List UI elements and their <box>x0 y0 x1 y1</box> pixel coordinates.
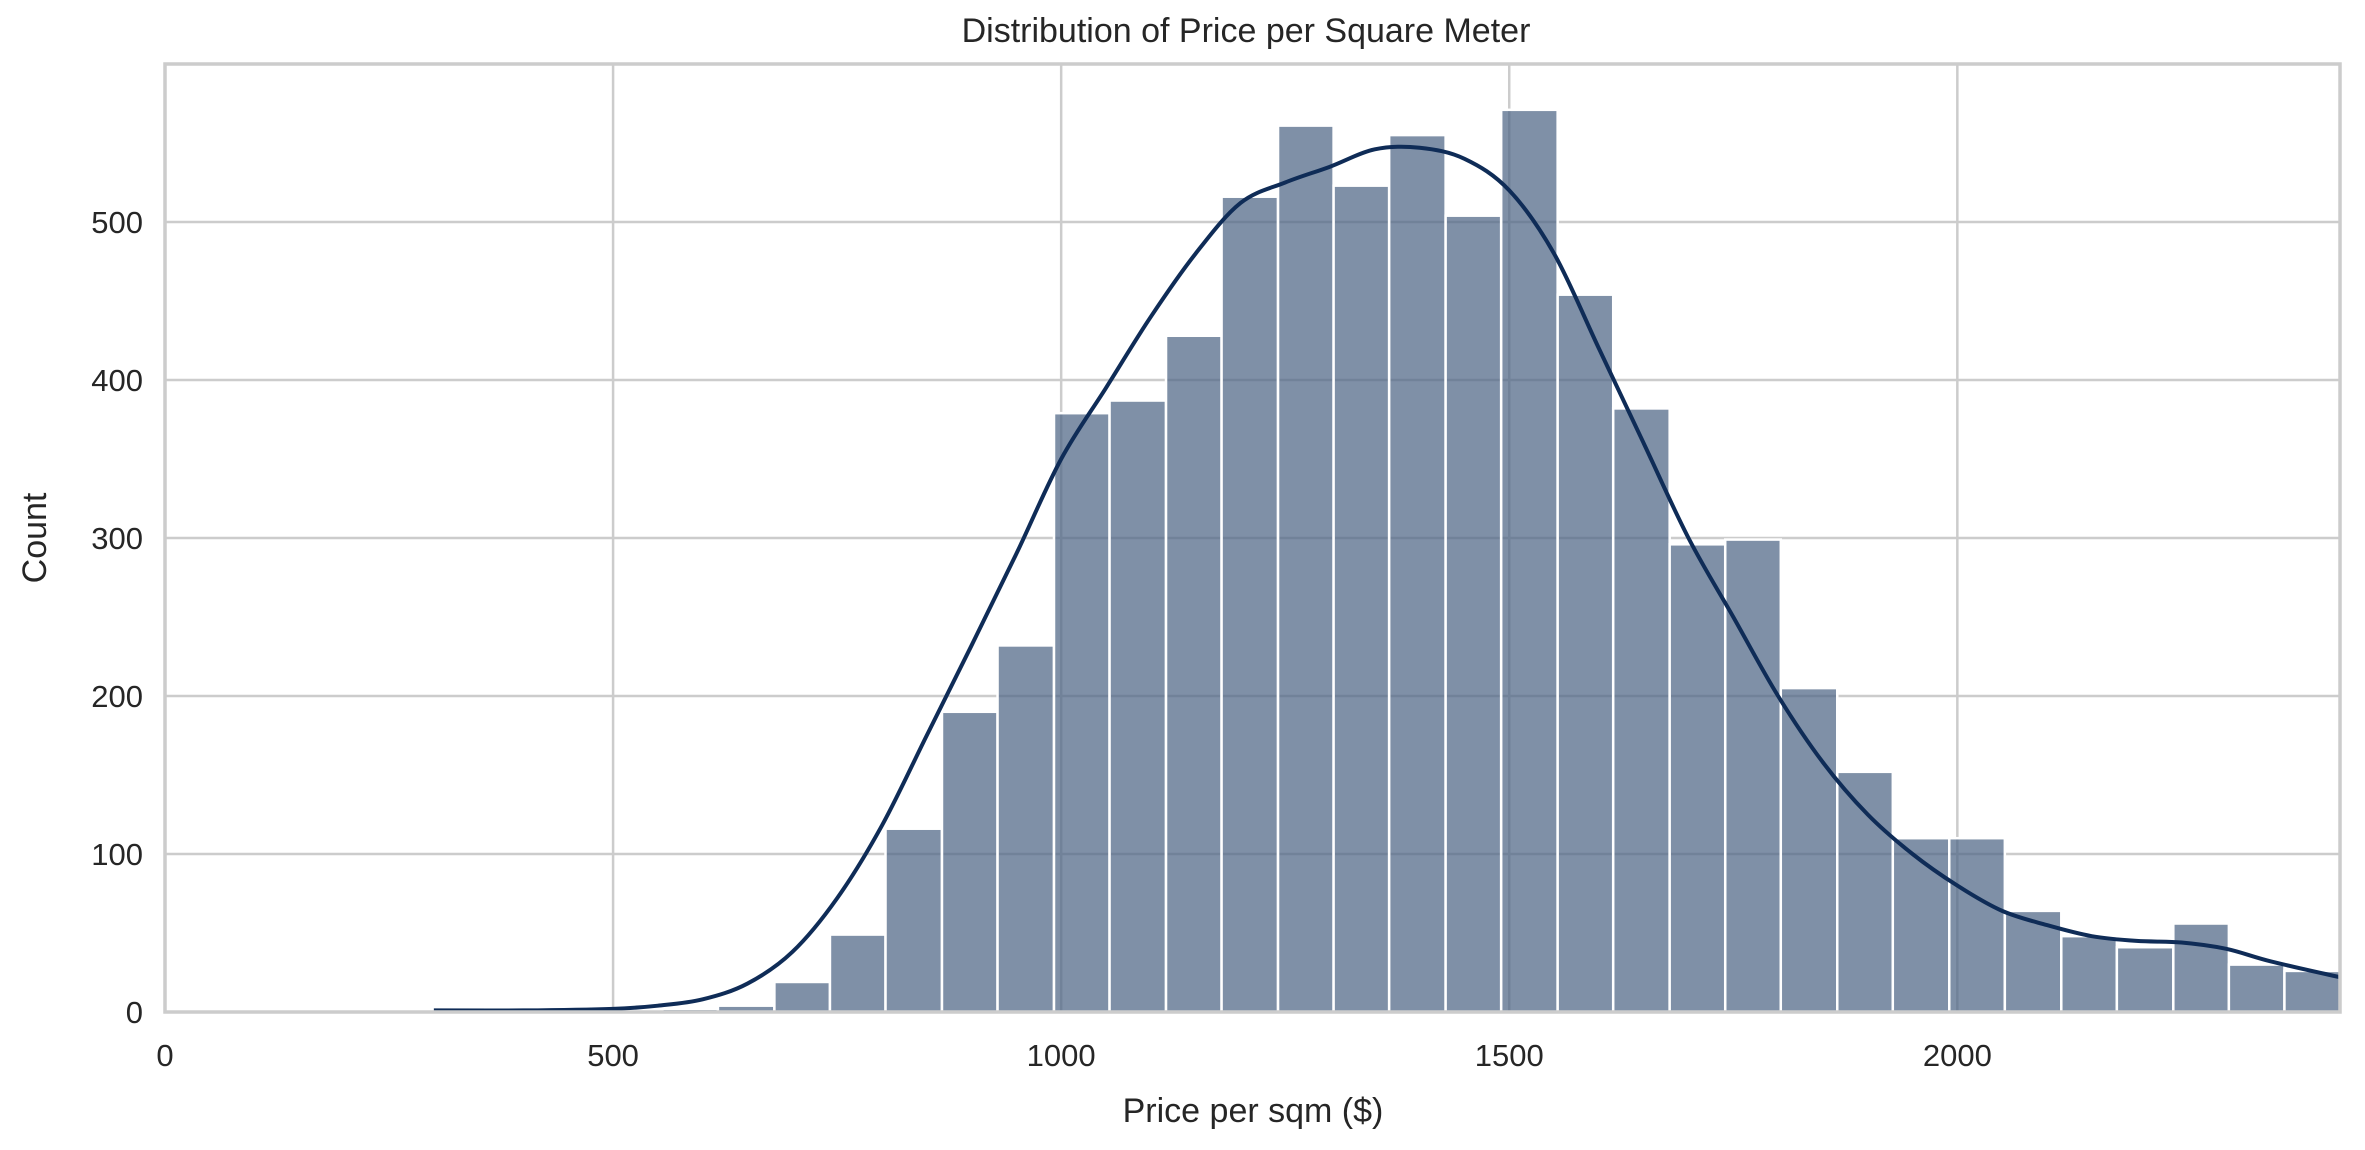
x-axis-ticks: 0 500 1000 1500 2000 <box>156 1038 1991 1073</box>
histogram-bar <box>1052 411 1111 1014</box>
y-tick-label: 0 <box>126 995 143 1030</box>
histogram-bar <box>1723 538 1783 1014</box>
histogram-bar <box>2227 963 2286 1014</box>
histogram-bar <box>1835 770 1895 1014</box>
histogram-bar <box>2115 945 2175 1014</box>
y-tick-label: 300 <box>91 521 143 556</box>
x-tick-label: 500 <box>587 1038 639 1073</box>
histogram-bar <box>884 827 944 1014</box>
histogram-bar <box>2060 934 2119 1014</box>
histogram-bar <box>996 644 1056 1014</box>
histogram-bar <box>1556 293 1615 1014</box>
x-axis-label: Price per sqm ($) <box>1123 1092 1384 1130</box>
histogram-bar <box>828 933 887 1014</box>
y-tick-label: 200 <box>91 679 143 714</box>
y-axis-ticks: 0 100 200 300 400 500 <box>91 205 143 1030</box>
y-tick-label: 400 <box>91 363 143 398</box>
kde-curve <box>433 144 2341 1013</box>
histogram-bar <box>1332 184 1391 1014</box>
histogram-bar <box>1779 686 1839 1014</box>
histogram-bar <box>1444 214 1503 1014</box>
y-axis-label: Count <box>16 492 54 583</box>
x-tick-label: 0 <box>156 1038 173 1073</box>
histogram-bar <box>1611 407 1671 1014</box>
histogram-bar <box>1891 836 1951 1014</box>
y-tick-label: 100 <box>91 837 143 872</box>
histogram-bar <box>1668 543 1727 1014</box>
histogram-bar <box>773 980 832 1014</box>
histogram-bar <box>1108 399 1168 1014</box>
x-tick-label: 1000 <box>1027 1038 1096 1073</box>
x-tick-label: 1500 <box>1475 1038 1544 1073</box>
plot-frame <box>163 62 2342 1014</box>
histogram-bar <box>1387 133 1447 1014</box>
histogram-bar <box>1948 836 2007 1014</box>
y-tick-label: 500 <box>91 205 143 240</box>
histogram-bar <box>940 710 999 1014</box>
chart-title: Distribution of Price per Square Meter <box>962 12 1531 50</box>
x-tick-label: 2000 <box>1923 1038 1992 1073</box>
histogram-bar <box>1164 334 1223 1014</box>
histogram-bar <box>1276 124 1335 1014</box>
histogram-bar <box>2172 922 2231 1014</box>
histogram-bar <box>1220 195 1280 1014</box>
histogram-bars <box>437 108 2342 1014</box>
